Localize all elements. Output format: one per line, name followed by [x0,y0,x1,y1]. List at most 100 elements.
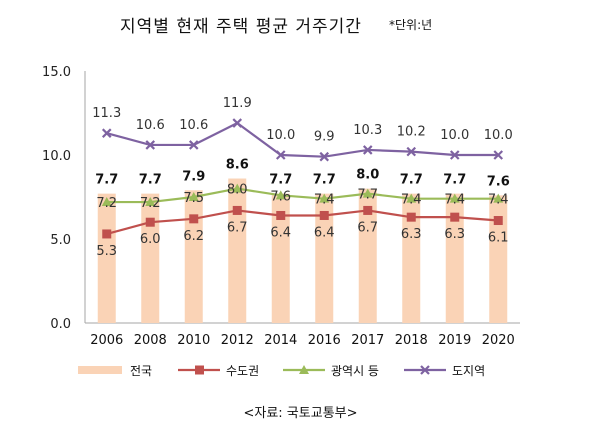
data-label-national: 7.7 [400,173,423,188]
x-tick-label: 2014 [264,333,297,348]
y-tick-label: 10.0 [42,149,71,164]
point-sudogwon [145,217,155,227]
data-label-sudogwon: 6.3 [444,227,465,242]
x-tick-label: 2008 [134,333,167,348]
legend-marker-gwangyeoksi [299,365,309,374]
source-note: <자료: 국토교통부> [243,406,358,421]
point-sudogwon [319,210,329,220]
data-label-national: 7.7 [269,173,292,188]
point-dojiyeok [232,118,243,128]
bar-national [402,193,421,323]
x-tick-label: 2019 [438,333,471,348]
point-dojiyeok [362,145,373,155]
point-dojiyeok [493,150,504,160]
data-label-dojiyeok: 11.3 [92,106,121,121]
legend-label-dojiyeok: 도지역 [452,364,485,378]
data-label-dojiyeok: 10.0 [484,128,513,143]
bar-national [228,178,247,323]
data-label-gwangyeoksi: 7.4 [314,193,335,208]
bar-national [358,188,377,323]
data-label-gwangyeoksi: 8.0 [227,183,248,198]
data-label-national: 7.7 [443,173,466,188]
x-tick-label: 2018 [395,333,428,348]
series-sudogwon-line [106,209,499,236]
data-label-gwangyeoksi: 7.4 [444,193,465,208]
data-label-sudogwon: 6.2 [183,229,204,244]
point-sudogwon [189,214,199,224]
y-tick-label: 15.0 [42,65,71,80]
series-dojiyeok-line [106,121,499,158]
point-dojiyeok [101,128,112,138]
point-sudogwon [232,205,242,215]
data-label-gwangyeoksi: 7.4 [401,193,422,208]
legend-label-sudogwon: 수도권 [226,364,259,378]
point-sudogwon [450,212,460,222]
point-dojiyeok [275,150,286,160]
data-label-sudogwon: 5.3 [96,244,117,259]
data-label-dojiyeok: 10.2 [397,125,426,140]
x-tick-label: 2017 [351,333,384,348]
point-dojiyeok [188,140,199,150]
point-gwangyeoksi [493,193,504,203]
x-tick-label: 2012 [221,333,254,348]
data-label-sudogwon: 6.3 [401,227,422,242]
point-gwangyeoksi [232,183,243,193]
data-label-gwangyeoksi: 7.5 [183,191,204,206]
legend-label-gwangyeoksi: 광역시 등 [331,364,379,378]
point-dojiyeok [406,146,417,157]
data-label-dojiyeok: 10.0 [266,128,295,143]
data-label-gwangyeoksi: 7.4 [488,193,509,208]
y-tick-label: 5.0 [50,233,71,248]
x-tick-label: 2020 [482,333,515,348]
point-gwangyeoksi [145,197,156,207]
bar-national [271,193,290,323]
point-sudogwon [363,205,373,215]
legend-marker-sudogwon [195,365,204,375]
data-label-national: 7.9 [182,169,205,184]
point-dojiyeok [319,151,330,162]
chart-title: 지역별 현재 주택 평균 거주기간 [120,17,362,37]
bar-national [184,190,203,323]
data-label-sudogwon: 6.7 [357,220,378,235]
series-gwangyeoksi-line [106,187,499,204]
legend-marker-dojiyeok [420,365,430,375]
legend-label-national: 전국 [130,364,152,378]
data-label-national: 8.6 [226,158,249,173]
point-gwangyeoksi [188,192,199,201]
bar-national [445,193,464,323]
data-label-sudogwon: 6.4 [314,225,335,240]
data-label-gwangyeoksi: 7.2 [96,196,117,211]
point-gwangyeoksi [319,193,330,203]
x-tick-label: 2010 [177,333,210,348]
point-gwangyeoksi [406,193,417,203]
bar-national [141,193,160,323]
y-tick-label: 0.0 [50,317,71,332]
legend-swatch-national [78,366,122,374]
point-gwangyeoksi [362,188,373,198]
x-tick-label: 2016 [308,333,341,348]
data-label-dojiyeok: 10.6 [179,118,208,133]
data-label-gwangyeoksi: 7.7 [357,188,378,203]
data-label-dojiyeok: 10.0 [440,128,469,143]
data-label-national: 7.6 [487,174,510,189]
data-label-gwangyeoksi: 7.2 [140,196,161,211]
data-label-sudogwon: 6.0 [140,232,161,247]
data-label-sudogwon: 6.7 [227,220,248,235]
data-label-national: 7.7 [95,173,118,188]
bar-national [489,195,508,323]
point-sudogwon [102,229,112,239]
data-label-sudogwon: 6.4 [270,225,291,240]
bar-national [315,193,334,323]
point-gwangyeoksi [275,190,286,200]
data-label-gwangyeoksi: 7.6 [270,189,291,204]
data-label-national: 7.7 [139,173,162,188]
point-sudogwon [276,210,286,220]
point-dojiyeok [145,140,156,150]
data-label-dojiyeok: 10.3 [353,123,382,138]
point-sudogwon [406,212,416,222]
point-gwangyeoksi [449,193,460,203]
data-label-national: 8.0 [356,168,379,183]
x-tick-label: 2006 [90,333,123,348]
